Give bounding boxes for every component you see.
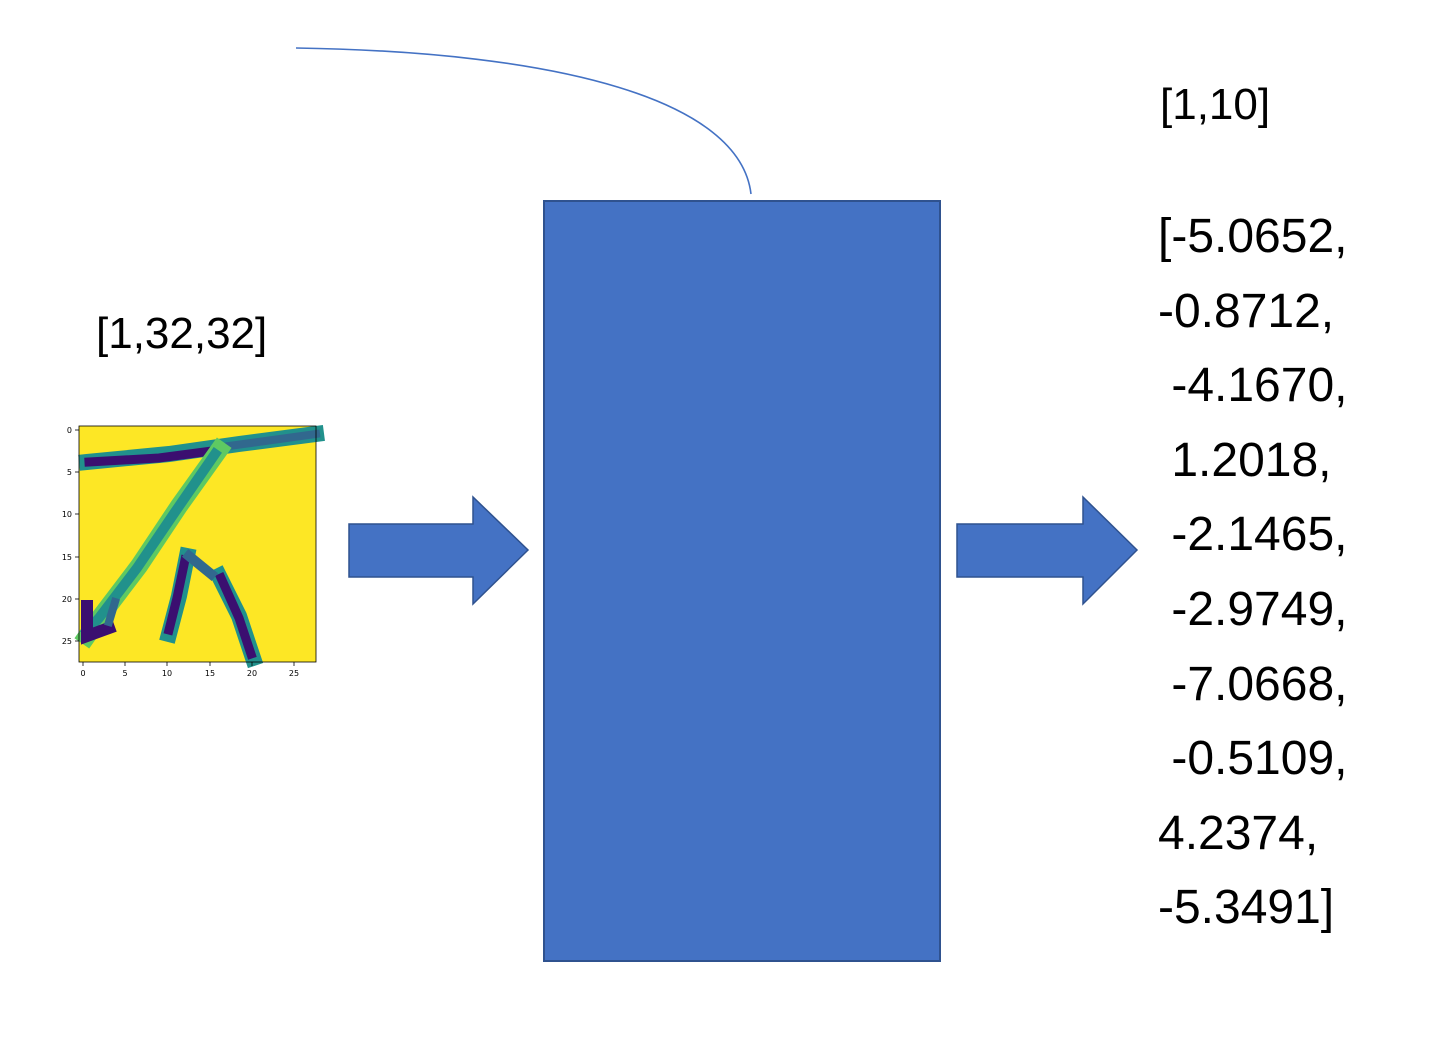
output-value: 4.2374, [1158,806,1319,860]
input-shape-label: [1,32,32] [96,309,268,358]
y-axis-ticks: 0 5 10 15 20 25 [62,426,79,646]
y-tick-label: 0 [67,426,72,435]
output-value: 1.2018, [1158,433,1332,487]
x-tick-label: 20 [247,669,257,678]
output-value: [-5.0652, [1158,210,1348,263]
output-shape-label: [1,10] [1160,80,1271,129]
output-values-list: [-5.0652, -0.8712, -4.1670, 1.2018, -2.1… [1158,200,1347,946]
input-arrow [348,495,530,606]
y-tick-label: 25 [62,637,72,646]
y-tick-label: 15 [62,553,72,562]
output-value: -7.0668, [1158,657,1348,711]
output-value: -5.3491] [1158,881,1335,935]
output-value: -0.8712, [1158,284,1335,338]
x-tick-label: 25 [289,669,299,678]
output-value: -4.1670, [1158,359,1348,413]
output-value: -2.1465, [1158,508,1348,562]
y-tick-label: 5 [67,468,72,477]
x-axis-ticks: 0 5 10 15 20 25 [80,662,299,678]
output-value: -0.5109, [1158,732,1348,786]
connector-curve [295,47,752,195]
x-tick-label: 5 [122,669,127,678]
x-tick-label: 10 [162,669,172,678]
output-arrow [956,495,1139,606]
x-tick-label: 15 [205,669,215,678]
model-block [543,200,941,962]
input-image: 0 5 10 15 20 25 0 5 10 15 20 25 [62,425,325,678]
y-tick-label: 10 [62,510,72,519]
output-value: -2.9749, [1158,582,1348,636]
y-tick-label: 20 [62,595,72,604]
x-tick-label: 0 [80,669,85,678]
handwritten-character [74,425,325,669]
